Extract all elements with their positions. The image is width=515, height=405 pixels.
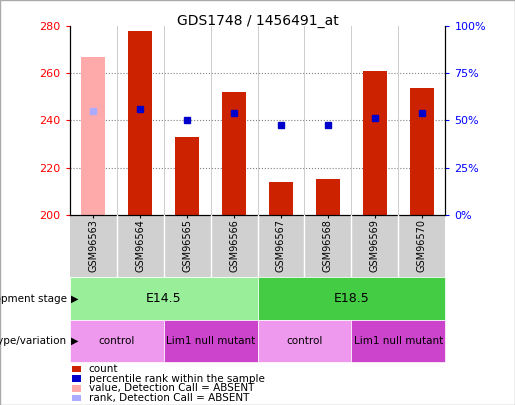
Bar <box>81 57 105 215</box>
Text: percentile rank within the sample: percentile rank within the sample <box>89 374 265 384</box>
Bar <box>269 182 293 215</box>
Bar <box>410 87 434 215</box>
Text: Lim1 null mutant: Lim1 null mutant <box>354 336 443 346</box>
Text: control: control <box>98 336 135 346</box>
Text: Lim1 null mutant: Lim1 null mutant <box>166 336 255 346</box>
Bar <box>128 31 152 215</box>
Text: development stage: development stage <box>0 294 67 304</box>
Text: E14.5: E14.5 <box>146 292 181 305</box>
Text: rank, Detection Call = ABSENT: rank, Detection Call = ABSENT <box>89 393 249 403</box>
Bar <box>363 71 387 215</box>
Text: genotype/variation: genotype/variation <box>0 336 67 346</box>
Text: control: control <box>286 336 323 346</box>
Text: GDS1748 / 1456491_at: GDS1748 / 1456491_at <box>177 14 338 28</box>
Text: ▶: ▶ <box>71 336 78 346</box>
Text: E18.5: E18.5 <box>334 292 369 305</box>
Bar <box>175 137 199 215</box>
Text: value, Detection Call = ABSENT: value, Detection Call = ABSENT <box>89 384 254 393</box>
Bar <box>222 92 246 215</box>
Text: count: count <box>89 364 118 374</box>
Bar <box>316 179 340 215</box>
Text: ▶: ▶ <box>71 294 78 304</box>
